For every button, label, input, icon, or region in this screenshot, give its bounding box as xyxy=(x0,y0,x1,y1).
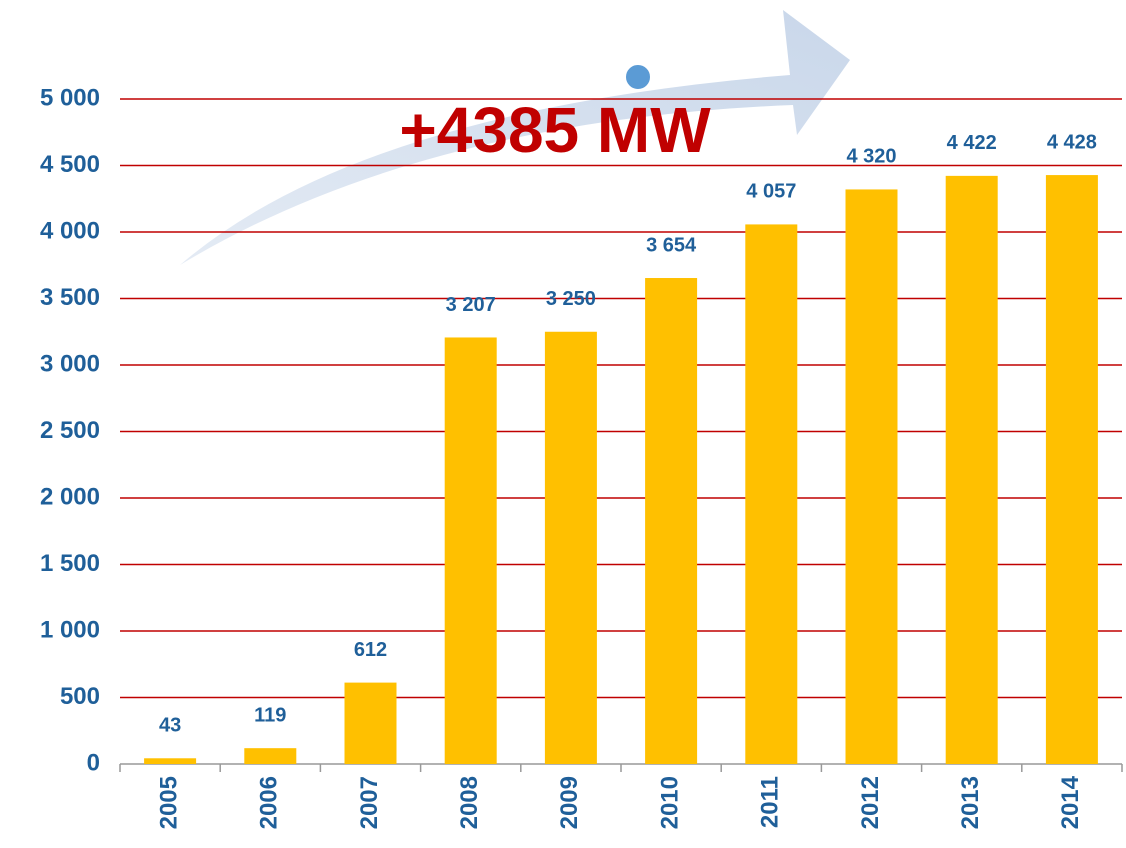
x-tick-label: 2014 xyxy=(1057,775,1084,829)
data-label: 3 207 xyxy=(446,294,496,316)
x-tick-label: 2005 xyxy=(155,776,182,829)
x-tick-label: 2007 xyxy=(356,776,383,829)
x-tick-label: 2012 xyxy=(857,776,884,829)
y-tick-label: 3 500 xyxy=(40,284,100,311)
bar xyxy=(344,682,397,764)
data-label: 4 428 xyxy=(1047,131,1097,153)
y-tick-label: 5 000 xyxy=(40,84,100,111)
data-label: 4 320 xyxy=(846,146,896,168)
data-label: 612 xyxy=(354,639,387,661)
y-tick-label: 500 xyxy=(60,683,100,710)
x-tick-label: 2013 xyxy=(957,776,984,829)
y-tick-label: 1 000 xyxy=(40,616,100,643)
growth-arrow xyxy=(180,10,850,265)
arrow-shape xyxy=(180,10,850,265)
bar xyxy=(1045,175,1098,765)
x-tick-label: 2011 xyxy=(757,776,784,828)
data-label: 4 422 xyxy=(947,132,997,154)
data-label: 3 654 xyxy=(646,234,697,256)
data-label: 4 057 xyxy=(746,181,796,203)
x-tick-label: 2006 xyxy=(256,776,283,829)
x-tick-label: 2010 xyxy=(656,776,683,829)
bar xyxy=(144,758,197,764)
bar xyxy=(244,748,297,764)
bar xyxy=(645,278,698,764)
y-tick-label: 2 500 xyxy=(40,417,100,444)
plot: 0 500 1 000 1 500 2 000 2 500 3 000 3 500 4 000 4… xyxy=(40,84,1123,829)
data-label: 119 xyxy=(254,704,286,726)
y-tick-label: 0 xyxy=(87,749,100,776)
bar xyxy=(845,189,898,764)
annotation: +4385 MW xyxy=(399,94,711,166)
x-tick-label: 2009 xyxy=(556,776,583,829)
y-tick-label: 2 000 xyxy=(40,483,100,510)
y-tick-label: 4 000 xyxy=(40,217,100,244)
y-tick-label: 1 500 xyxy=(40,550,100,577)
y-tick-label: 4 500 xyxy=(40,151,100,178)
arrow-dot xyxy=(624,63,652,91)
y-tick-label: 3 000 xyxy=(40,350,100,377)
bar xyxy=(444,337,497,764)
data-label: 43 xyxy=(159,715,181,737)
bar xyxy=(745,224,798,764)
bar xyxy=(544,331,597,764)
bar xyxy=(945,175,998,764)
data-label: 3 250 xyxy=(546,288,596,310)
x-tick-label: 2008 xyxy=(456,776,483,829)
